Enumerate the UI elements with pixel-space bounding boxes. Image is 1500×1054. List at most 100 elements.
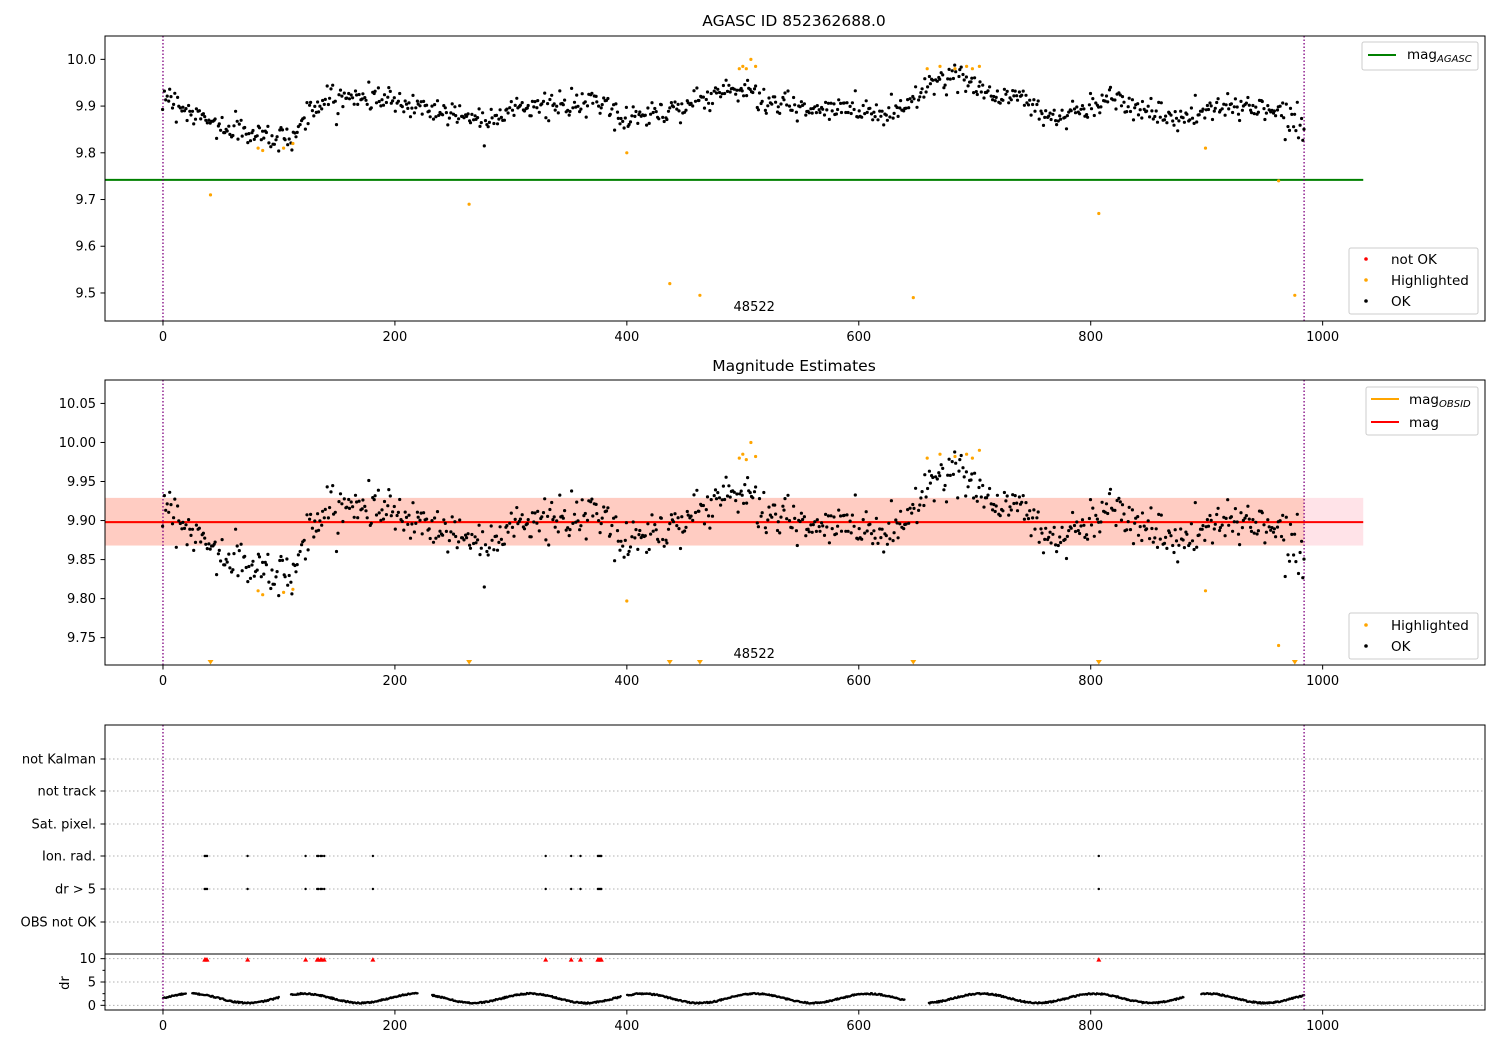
ok-point <box>570 489 574 493</box>
ok-point <box>1195 120 1199 124</box>
ok-point <box>709 498 713 502</box>
ok-point <box>420 112 424 116</box>
ok-point <box>627 122 631 127</box>
highlighted-point <box>744 67 748 71</box>
ok-point <box>1138 525 1142 529</box>
ok-point <box>280 128 285 132</box>
ok-point <box>745 94 749 98</box>
ok-point <box>1275 108 1280 112</box>
ok-point <box>169 503 173 507</box>
ok-point <box>580 92 584 96</box>
ok-point <box>544 538 548 542</box>
ok-point <box>1151 540 1155 544</box>
ok-point <box>1106 100 1110 104</box>
ok-point <box>770 102 774 106</box>
ok-point <box>844 110 848 115</box>
ok-point <box>280 558 285 563</box>
ok-point <box>476 538 480 542</box>
ok-point <box>634 109 638 114</box>
ok-point <box>1173 110 1177 114</box>
ok-point <box>449 111 453 115</box>
ok-point <box>1056 119 1060 123</box>
ok-point <box>954 461 958 465</box>
ok-point <box>1133 106 1137 110</box>
ok-point <box>404 515 409 520</box>
ok-point <box>1048 111 1052 115</box>
ok-point <box>618 122 622 126</box>
ok-point <box>1055 123 1059 127</box>
legend-label-mag: mag <box>1409 415 1439 431</box>
ok-point <box>1238 118 1242 123</box>
highlighted-point <box>737 67 741 71</box>
ok-point <box>815 104 819 108</box>
ok-point <box>675 524 679 528</box>
ok-point <box>1151 117 1155 121</box>
ok-point <box>928 481 933 485</box>
ok-point <box>1067 529 1071 533</box>
ok-point <box>317 528 321 532</box>
ok-point <box>1282 116 1286 120</box>
ok-point <box>303 557 307 561</box>
ok-point <box>502 118 506 122</box>
ok-point <box>645 550 649 555</box>
ok-point <box>1128 109 1133 114</box>
ok-point <box>623 116 627 120</box>
ok-point <box>590 91 594 95</box>
ok-point <box>326 102 330 107</box>
ok-point <box>673 512 677 516</box>
dr-axis-label: dr <box>58 976 73 990</box>
ok-point <box>1098 111 1102 115</box>
ok-point <box>406 522 410 527</box>
ok-point <box>1260 99 1264 104</box>
ok-point <box>1022 517 1026 521</box>
ok-point <box>189 113 193 117</box>
highlighted-point <box>938 64 942 68</box>
ok-point <box>896 114 900 118</box>
ok-point <box>298 549 302 554</box>
ok-point <box>290 592 294 596</box>
ok-point <box>1286 553 1290 557</box>
ok-point <box>720 498 724 502</box>
ok-point <box>250 563 254 567</box>
ok-point <box>552 102 556 106</box>
ok-point <box>728 495 732 499</box>
ok-point <box>1103 99 1107 103</box>
ok-point <box>1049 541 1053 545</box>
highlighted-point <box>256 589 260 593</box>
ok-point <box>677 109 681 113</box>
ok-point <box>1029 534 1033 538</box>
ok-point <box>552 515 556 519</box>
ok-point <box>498 525 502 529</box>
ok-point <box>917 508 921 512</box>
panel-agasc-title: AGASC ID 852362688.0 <box>702 12 886 30</box>
ok-point <box>1041 551 1046 555</box>
ok-point <box>374 101 379 105</box>
ok-point <box>904 522 908 526</box>
ok-point <box>1262 523 1266 527</box>
ok-point <box>899 99 903 103</box>
ok-point <box>802 515 807 519</box>
ok-point <box>879 114 883 118</box>
ok-point <box>650 101 654 105</box>
ok-point <box>305 513 309 517</box>
ok-point <box>1295 512 1299 516</box>
ok-point <box>161 524 165 528</box>
y-tick-label: 10.0 <box>67 53 96 68</box>
ok-point <box>1296 136 1301 140</box>
ok-point <box>437 113 441 117</box>
ok-point <box>302 538 306 542</box>
ok-point <box>633 114 637 118</box>
ok-point <box>673 100 677 104</box>
ok-point <box>1295 100 1299 104</box>
ok-point <box>498 108 502 112</box>
ok-point <box>704 97 708 102</box>
ok-point <box>649 112 653 116</box>
panel-mag-legend-top: magOBSID mag <box>1365 386 1479 436</box>
category-label: not track <box>37 785 96 800</box>
ok-point <box>1017 90 1022 94</box>
ok-point <box>612 516 616 520</box>
ok-point <box>710 514 715 518</box>
ok-point <box>1267 525 1271 529</box>
ok-point <box>781 504 785 508</box>
ok-point <box>180 109 184 113</box>
